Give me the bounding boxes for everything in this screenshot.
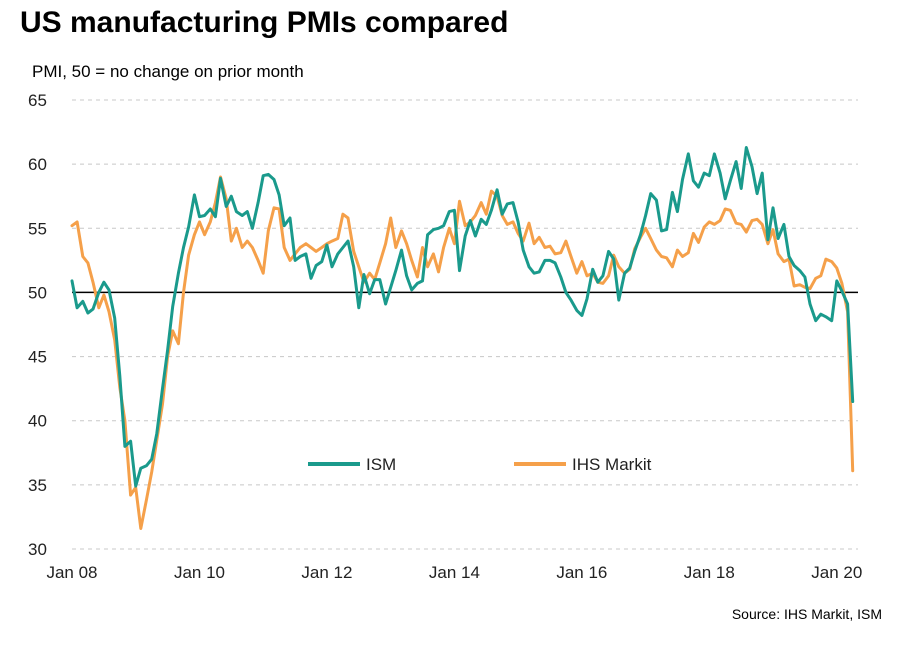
- y-tick-label: 35: [28, 476, 47, 495]
- x-tick-label: Jan 18: [684, 563, 735, 582]
- y-tick-label: 45: [28, 348, 47, 367]
- y-axis: 30 35 40 45 50 55 60 65: [28, 91, 47, 559]
- x-axis: Jan 08 Jan 10 Jan 12 Jan 14 Jan 16 Jan 18 Jan …: [46, 563, 862, 582]
- legend: ISM IHS Markit: [308, 455, 652, 474]
- series-line-ism: [70, 146, 855, 488]
- legend-label: ISM: [366, 455, 396, 474]
- y-tick-label: 65: [28, 91, 47, 110]
- x-tick-label: Jan 20: [811, 563, 862, 582]
- chart-title: US manufacturing PMIs compared: [20, 6, 509, 39]
- y-tick-label: 50: [28, 283, 47, 302]
- x-tick-label: Jan 14: [429, 563, 480, 582]
- gridlines: [72, 99, 858, 550]
- series-line-ihs-markit: [70, 175, 855, 530]
- y-tick-label: 40: [28, 412, 47, 431]
- legend-label: IHS Markit: [572, 455, 652, 474]
- x-tick-label: Jan 12: [301, 563, 352, 582]
- x-tick-label: Jan 10: [174, 563, 225, 582]
- y-tick-label: 55: [28, 219, 47, 238]
- y-tick-label: 60: [28, 155, 47, 174]
- chart-subtitle: PMI, 50 = no change on prior month: [32, 62, 304, 81]
- series-group: [70, 146, 855, 530]
- x-tick-label: Jan 08: [46, 563, 97, 582]
- y-tick-label: 30: [28, 540, 47, 559]
- x-tick-label: Jan 16: [556, 563, 607, 582]
- source-note: Source: IHS Markit, ISM: [731, 606, 882, 622]
